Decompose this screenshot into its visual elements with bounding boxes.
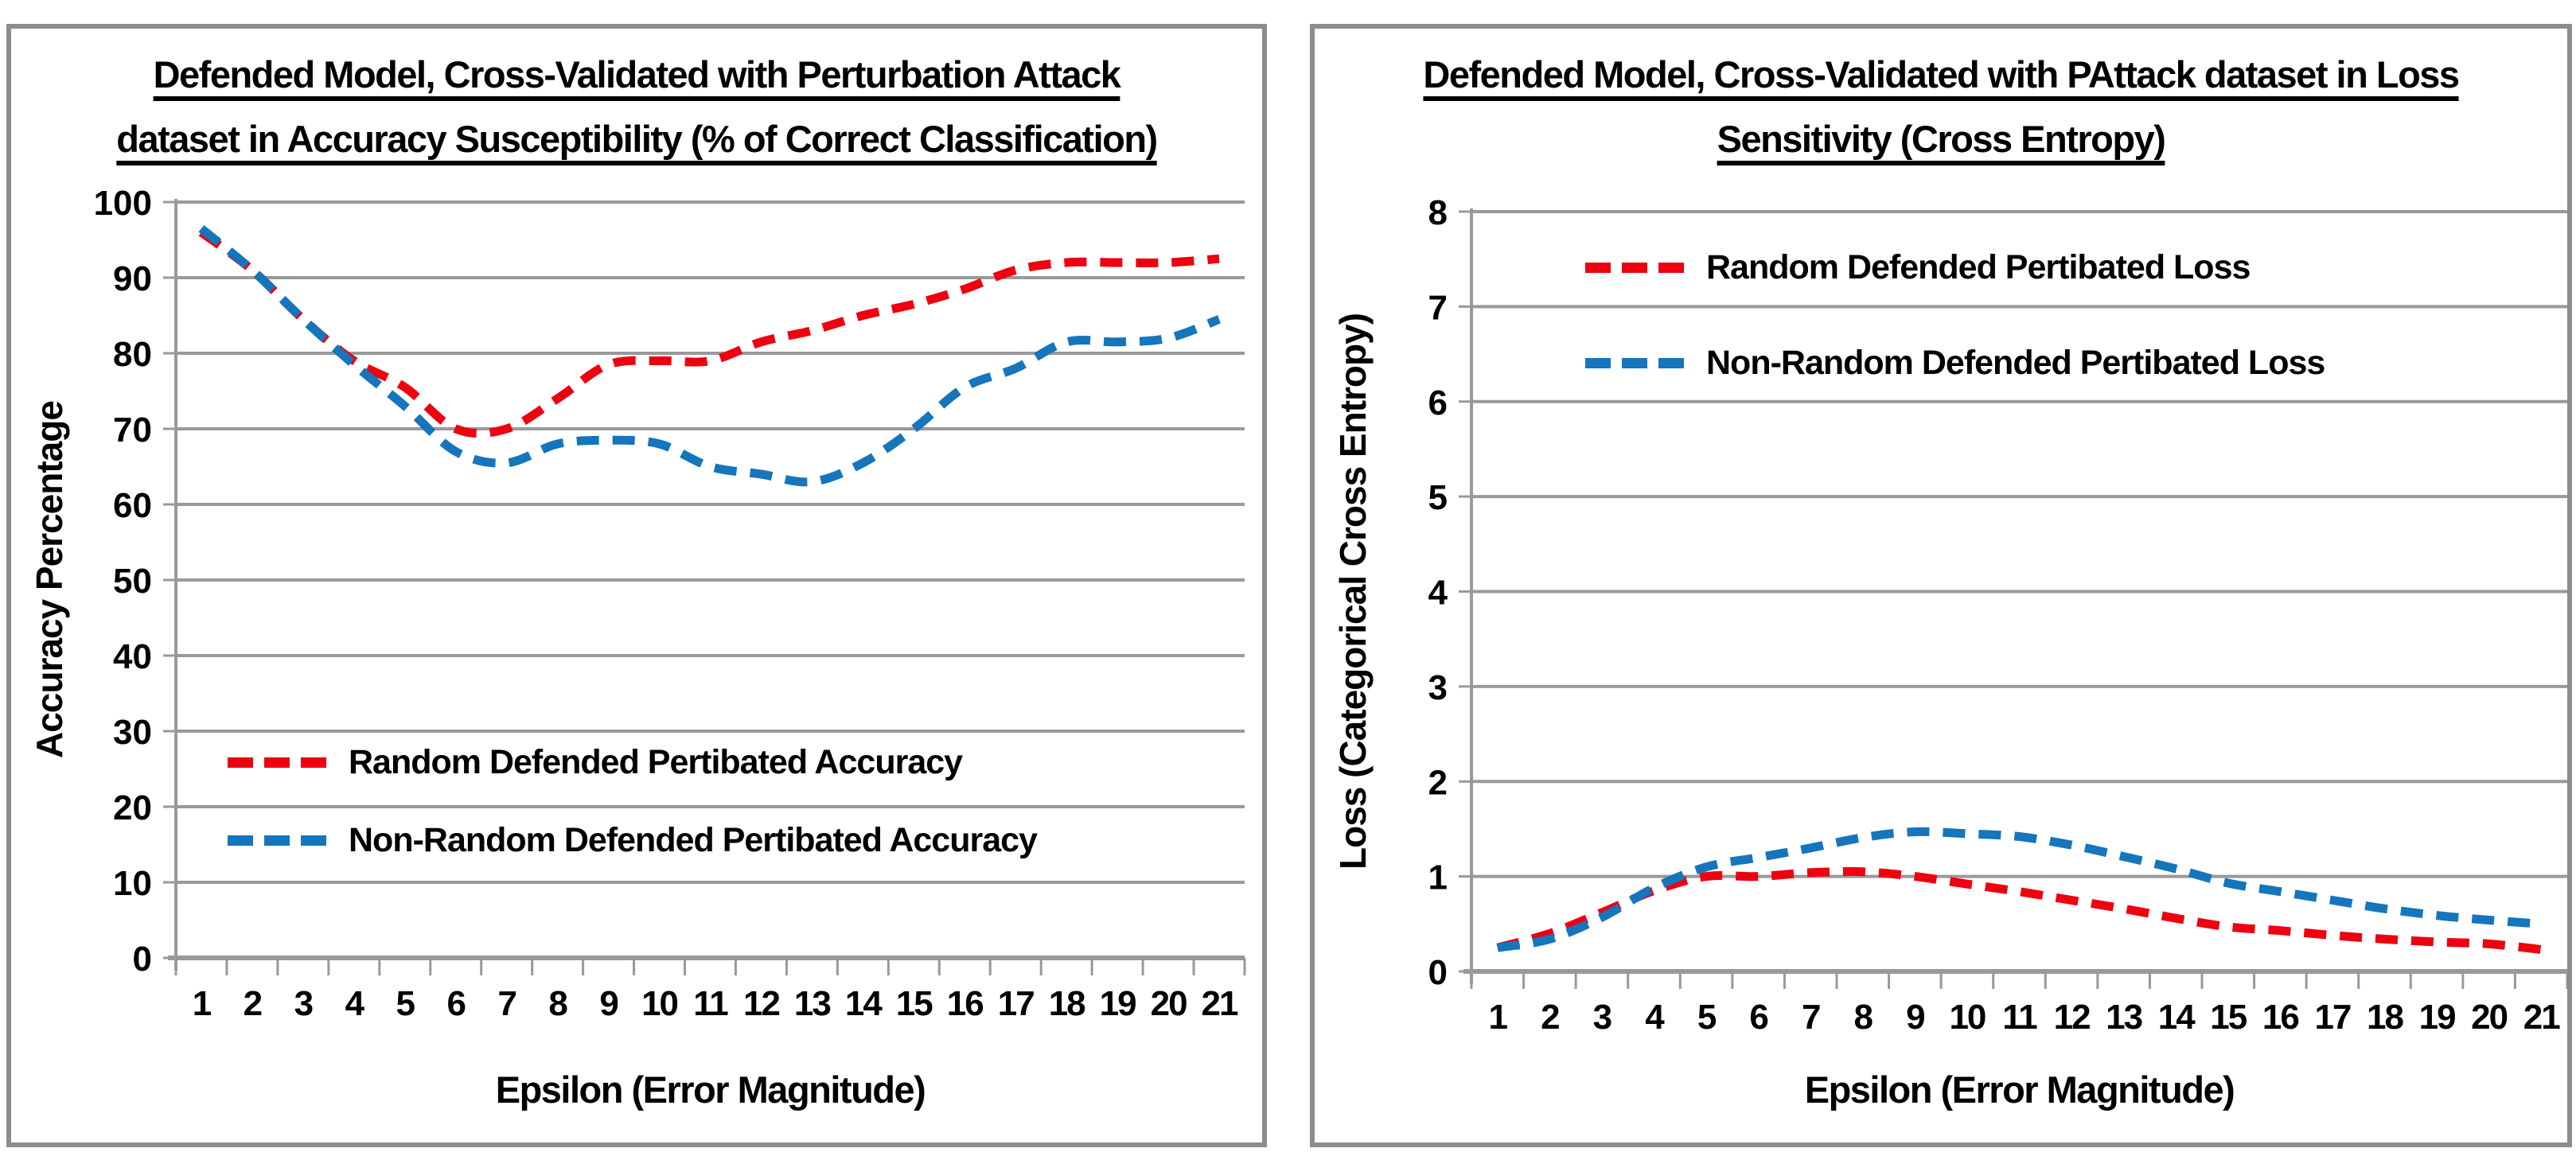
svg-text:80: 80	[113, 335, 152, 374]
chart-title-line-1: Defended Model, Cross-Validated with Per…	[153, 53, 1121, 95]
legend-item: Random Defended Pertibated Loss	[1585, 245, 2251, 290]
svg-text:50: 50	[113, 562, 152, 601]
svg-text:19: 19	[2419, 998, 2455, 1037]
svg-text:20: 20	[113, 788, 152, 827]
svg-text:0: 0	[1428, 953, 1448, 992]
svg-text:12: 12	[743, 984, 779, 1023]
svg-text:6: 6	[1428, 383, 1448, 422]
legend-label: Non-Random Defended Pertibated Loss	[1706, 343, 2325, 382]
x-axis-title: Epsilon (Error Magnitude)	[1804, 1068, 2235, 1111]
red-dash-legend-icon	[228, 757, 326, 768]
svg-text:4: 4	[1428, 574, 1448, 613]
svg-text:10: 10	[641, 984, 677, 1023]
svg-text:13: 13	[2106, 998, 2141, 1037]
svg-text:5: 5	[1697, 998, 1717, 1037]
svg-text:16: 16	[2262, 998, 2298, 1037]
loss-chart-panel: Defended Model, Cross-Validated with PAt…	[1310, 24, 2572, 1147]
svg-text:1: 1	[1489, 998, 1508, 1037]
svg-text:14: 14	[845, 984, 883, 1023]
svg-text:2: 2	[1428, 763, 1448, 802]
blue-dash-legend-icon	[1585, 357, 1684, 368]
x-axis-title: Epsilon (Error Magnitude)	[495, 1068, 926, 1111]
svg-text:19: 19	[1100, 984, 1136, 1023]
svg-text:9: 9	[599, 984, 618, 1023]
svg-text:1: 1	[1428, 858, 1448, 897]
svg-text:17: 17	[2314, 998, 2350, 1037]
svg-text:10: 10	[1949, 998, 1985, 1037]
chart-title-line-2: dataset in Accuracy Susceptibility (% of…	[116, 117, 1158, 160]
svg-text:90: 90	[113, 259, 152, 298]
svg-text:18: 18	[1049, 984, 1085, 1023]
svg-text:30: 30	[113, 713, 152, 752]
svg-text:20: 20	[1151, 984, 1187, 1023]
chart-title-line-1: Defended Model, Cross-Validated with PAt…	[1423, 53, 2460, 95]
svg-text:10: 10	[113, 864, 152, 903]
svg-text:15: 15	[2210, 998, 2247, 1037]
svg-text:7: 7	[1428, 288, 1448, 327]
svg-text:5: 5	[1428, 478, 1448, 517]
svg-text:11: 11	[2002, 998, 2037, 1037]
chart-title: Defended Model, Cross-Validated with Per…	[11, 43, 1262, 172]
svg-text:16: 16	[947, 984, 983, 1023]
chart-title: Defended Model, Cross-Validated with PAt…	[1315, 43, 2567, 172]
legend-item: Non-Random Defended Pertibated Accuracy	[228, 818, 1038, 862]
svg-text:13: 13	[794, 984, 830, 1023]
accuracy-chart-panel: Defended Model, Cross-Validated with Per…	[6, 24, 1267, 1147]
svg-text:18: 18	[2367, 998, 2403, 1037]
svg-text:21: 21	[1202, 984, 1238, 1023]
svg-text:3: 3	[294, 984, 313, 1023]
blue-dash-legend-icon	[228, 835, 326, 846]
svg-text:60: 60	[113, 486, 152, 525]
svg-text:0: 0	[133, 940, 152, 979]
svg-text:3: 3	[1428, 668, 1448, 707]
svg-text:5: 5	[396, 984, 415, 1023]
svg-text:1: 1	[193, 984, 212, 1023]
svg-text:17: 17	[998, 984, 1034, 1023]
svg-text:20: 20	[2471, 998, 2507, 1037]
svg-text:2: 2	[244, 984, 262, 1023]
svg-text:7: 7	[497, 984, 516, 1023]
svg-text:6: 6	[1749, 998, 1767, 1037]
svg-text:7: 7	[1802, 998, 1820, 1037]
legend-item: Non-Random Defended Pertibated Loss	[1585, 341, 2325, 385]
svg-text:2: 2	[1541, 998, 1559, 1037]
svg-text:100: 100	[94, 184, 152, 223]
svg-text:8: 8	[1428, 193, 1448, 232]
red-dash-legend-icon	[1585, 262, 1684, 273]
svg-text:12: 12	[2054, 998, 2090, 1037]
legend-label: Random Defended Pertibated Accuracy	[349, 742, 963, 781]
svg-text:3: 3	[1593, 998, 1611, 1037]
svg-text:14: 14	[2158, 998, 2196, 1037]
svg-text:21: 21	[2523, 998, 2560, 1037]
svg-text:40: 40	[113, 637, 152, 676]
legend-label: Non-Random Defended Pertibated Accuracy	[349, 820, 1038, 859]
legend-item: Random Defended Pertibated Accuracy	[228, 740, 963, 784]
svg-text:9: 9	[1906, 998, 1924, 1037]
svg-text:4: 4	[345, 984, 365, 1023]
svg-text:8: 8	[1854, 998, 1873, 1037]
svg-text:11: 11	[693, 984, 728, 1023]
legend-label: Random Defended Pertibated Loss	[1706, 247, 2251, 286]
svg-text:15: 15	[896, 984, 933, 1023]
svg-text:8: 8	[548, 984, 567, 1023]
svg-text:70: 70	[113, 411, 152, 450]
svg-text:6: 6	[446, 984, 465, 1023]
svg-text:4: 4	[1645, 998, 1665, 1037]
chart-title-line-2: Sensitivity (Cross Entropy)	[1717, 117, 2166, 160]
